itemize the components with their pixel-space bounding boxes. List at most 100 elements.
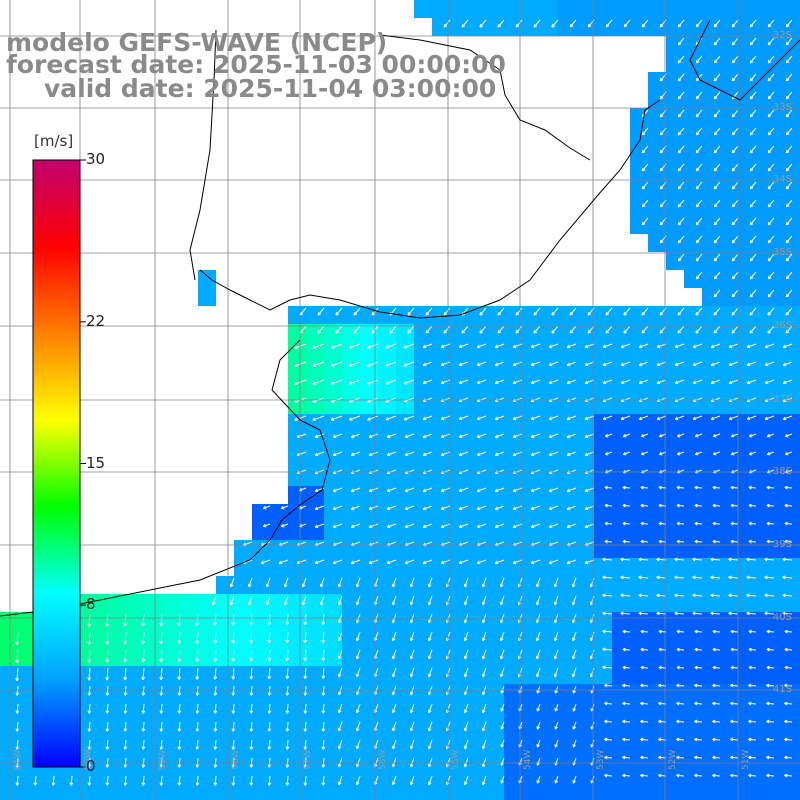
wind-speed-cell: [702, 198, 720, 216]
wind-vector: [443, 19, 451, 28]
longitude-label: 55W: [451, 749, 461, 770]
wind-vector: [656, 557, 667, 562]
wind-speed-cell: [90, 738, 108, 756]
wind-speed-cell: [630, 324, 648, 342]
wind-vector: [350, 487, 361, 493]
wind-speed-cell: [306, 504, 324, 522]
wind-speed-cell: [630, 360, 648, 378]
wind-speed-cell: [738, 594, 756, 612]
wind-speed-cell: [432, 432, 450, 450]
wind-speed-cell: [630, 162, 648, 180]
wind-speed-cell: [720, 288, 738, 306]
wind-vector: [476, 379, 487, 385]
wind-speed-cell: [468, 414, 486, 432]
wind-speed-cell: [630, 144, 648, 162]
wind-vector: [314, 523, 325, 529]
wind-vector: [105, 685, 110, 696]
wind-speed-cell: [792, 774, 800, 792]
wind-vector: [403, 343, 415, 349]
wind-speed-cell: [126, 738, 144, 756]
wind-vector: [280, 487, 289, 492]
wind-speed-cell: [216, 738, 234, 756]
wind-vector: [749, 181, 757, 190]
wind-speed-cell: [342, 630, 360, 648]
wind-vector: [159, 685, 164, 696]
wind-speed-cell: [360, 684, 378, 702]
wind-vector: [767, 271, 775, 280]
wind-vector: [764, 379, 775, 385]
wind-vector: [784, 451, 793, 456]
wind-vector: [767, 37, 775, 46]
wind-vector: [422, 559, 433, 565]
wind-vector: [782, 343, 793, 349]
wind-vector: [463, 667, 469, 678]
wind-speed-cell: [792, 432, 800, 450]
wind-vector: [479, 19, 487, 28]
wind-speed-cell: [126, 630, 144, 648]
wind-vector: [694, 701, 703, 706]
wind-vector: [407, 307, 415, 316]
wind-vector: [391, 739, 397, 750]
wind-vector: [285, 739, 290, 750]
wind-speed-cell: [234, 594, 252, 612]
wind-vector: [749, 289, 757, 298]
wind-vector: [463, 631, 469, 642]
wind-speed-cell: [468, 576, 486, 594]
wind-vector: [355, 775, 361, 786]
wind-vector: [548, 487, 559, 493]
wind-speed-cell: [288, 450, 306, 468]
wind-vector: [766, 521, 775, 526]
wind-speed-cell: [612, 648, 630, 666]
wind-vector: [213, 667, 218, 680]
wind-speed-cell: [666, 396, 684, 414]
wind-vector: [674, 611, 685, 616]
wind-speed-cell: [414, 666, 432, 684]
wind-speed-cell: [612, 324, 630, 342]
wind-speed-cell: [288, 738, 306, 756]
wind-vector: [159, 721, 164, 732]
wind-speed-cell: [18, 756, 36, 774]
wind-speed-cell: [558, 432, 576, 450]
wind-vector: [602, 611, 613, 616]
wind-speed-cell: [648, 594, 666, 612]
wind-vector: [422, 505, 433, 511]
wind-speed-cell: [468, 504, 486, 522]
wind-speed-cell: [144, 630, 162, 648]
wind-speed-cell: [144, 774, 162, 792]
wind-vector: [748, 503, 757, 508]
wind-speed-cell: [468, 666, 486, 684]
wind-vector: [177, 775, 182, 786]
wind-speed-cell: [504, 558, 522, 576]
wind-vector: [692, 593, 703, 598]
wind-vector: [195, 739, 200, 750]
wind-vector: [730, 647, 739, 652]
wind-speed-cell: [666, 54, 684, 72]
wind-speed-cell: [504, 792, 522, 800]
wind-speed-cell: [90, 594, 108, 612]
wind-speed-cell: [558, 468, 576, 486]
wind-vector: [535, 631, 541, 642]
wind-speed-cell: [270, 630, 288, 648]
wind-speed-cell: [108, 594, 126, 612]
wind-speed-cell: [756, 774, 774, 792]
wind-speed-cell: [594, 306, 612, 324]
wind-speed-cell: [540, 702, 558, 720]
wind-speed-cell: [594, 702, 612, 720]
wind-vector: [553, 649, 559, 660]
wind-vector: [337, 667, 343, 678]
wind-vector: [512, 361, 523, 367]
wind-vector: [656, 379, 667, 385]
wind-vector: [766, 647, 775, 652]
wind-vector: [656, 611, 667, 616]
wind-speed-cell: [702, 396, 720, 414]
wind-speed-cell: [558, 540, 576, 558]
wind-speed-cell: [324, 756, 342, 774]
wind-speed-cell: [666, 360, 684, 378]
wind-speed-cell: [18, 738, 36, 756]
wind-vector: [229, 577, 235, 588]
wind-vector: [712, 629, 721, 634]
wind-speed-cell: [576, 504, 594, 522]
wind-speed-cell: [702, 774, 720, 792]
wind-speed-cell: [720, 270, 738, 288]
wind-vector: [123, 685, 128, 696]
